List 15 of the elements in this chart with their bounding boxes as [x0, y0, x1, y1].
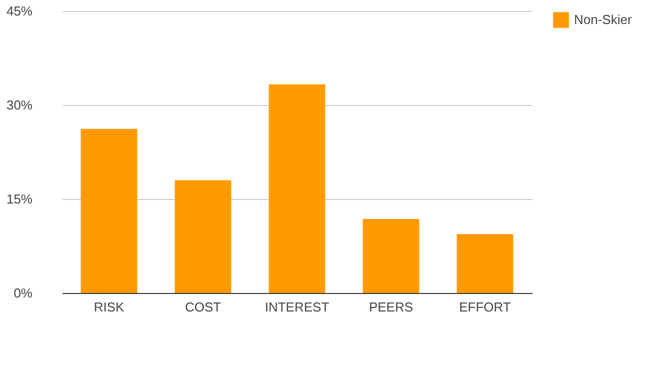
legend-label: Non-Skier	[574, 12, 632, 27]
x-tick-label: COST	[184, 300, 222, 314]
y-tick-label: 45%	[6, 4, 33, 18]
x-tick-label: PEERS	[368, 300, 414, 314]
y-tick-label: 30%	[6, 98, 33, 112]
x-tick-label: EFFORT	[459, 300, 511, 314]
x-tick-label: RISK	[94, 300, 124, 314]
bar	[456, 234, 514, 293]
bar	[362, 219, 420, 293]
y-tick-label: 15%	[6, 192, 33, 206]
y-tick-label: 0%	[14, 286, 33, 300]
x-tick-label: INTEREST	[264, 300, 330, 314]
bar	[80, 128, 138, 293]
bar	[174, 180, 232, 293]
bar	[268, 84, 326, 293]
